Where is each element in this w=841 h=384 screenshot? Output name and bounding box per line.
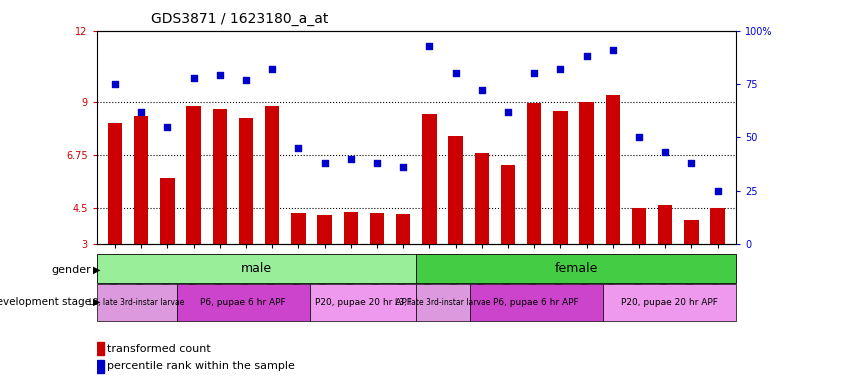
Bar [416,254,736,283]
Point [187,74,200,81]
Text: gender: gender [51,265,91,275]
Text: percentile rank within the sample: percentile rank within the sample [108,361,295,371]
Point [266,66,279,72]
Bar [448,136,463,244]
Point [527,70,541,76]
Point [685,160,698,166]
Bar [370,213,384,244]
Bar [422,114,436,244]
Point [161,124,174,130]
Point [344,156,357,162]
Point [213,73,226,79]
Text: development stage: development stage [0,297,91,307]
Point [632,134,646,140]
Text: ▶: ▶ [93,265,100,275]
Bar [161,177,175,244]
Text: P6, pupae 6 hr APF: P6, pupae 6 hr APF [494,298,579,307]
Bar [265,106,279,244]
Text: female: female [554,262,598,275]
Point [318,160,331,166]
Point [579,53,593,60]
Point [711,187,724,194]
Text: male: male [241,262,272,275]
Text: L3, late 3rd-instar larvae: L3, late 3rd-instar larvae [395,298,490,307]
Point [659,149,672,155]
Point [475,87,489,93]
Bar [177,284,309,321]
Text: P6, pupae 6 hr APF: P6, pupae 6 hr APF [200,298,286,307]
Bar [309,284,416,321]
Bar [474,153,489,244]
Point [240,77,253,83]
Bar [500,164,516,244]
Bar [213,109,227,244]
Bar [632,208,646,244]
Bar [579,102,594,244]
Bar [396,214,410,244]
Bar [97,342,104,355]
Bar [711,208,725,244]
Bar [527,103,542,244]
Point [135,109,148,115]
Text: L3, late 3rd-instar larvae: L3, late 3rd-instar larvae [89,298,184,307]
Point [292,145,305,151]
Bar [97,284,177,321]
Point [370,160,383,166]
Text: transformed count: transformed count [108,344,211,354]
Point [423,43,436,49]
Bar [606,94,620,244]
Text: P20, pupae 20 hr APF: P20, pupae 20 hr APF [621,298,717,307]
Bar [291,213,305,244]
Bar [187,106,201,244]
Point [501,109,515,115]
Bar [469,284,603,321]
Point [553,66,567,72]
Point [606,47,620,53]
Point [108,81,122,87]
Bar [603,284,736,321]
Bar [97,360,104,373]
Bar [553,111,568,244]
Bar [97,254,416,283]
Text: GDS3871 / 1623180_a_at: GDS3871 / 1623180_a_at [151,12,329,25]
Text: P20, pupae 20 hr APF: P20, pupae 20 hr APF [315,298,411,307]
Text: ▶: ▶ [93,297,100,307]
Point [449,70,463,76]
Point [396,164,410,170]
Bar [344,212,358,244]
Bar [317,215,332,244]
Bar [134,116,149,244]
Bar [416,284,469,321]
Bar [108,123,122,244]
Bar [684,220,699,244]
Bar [658,205,672,244]
Bar [239,118,253,244]
